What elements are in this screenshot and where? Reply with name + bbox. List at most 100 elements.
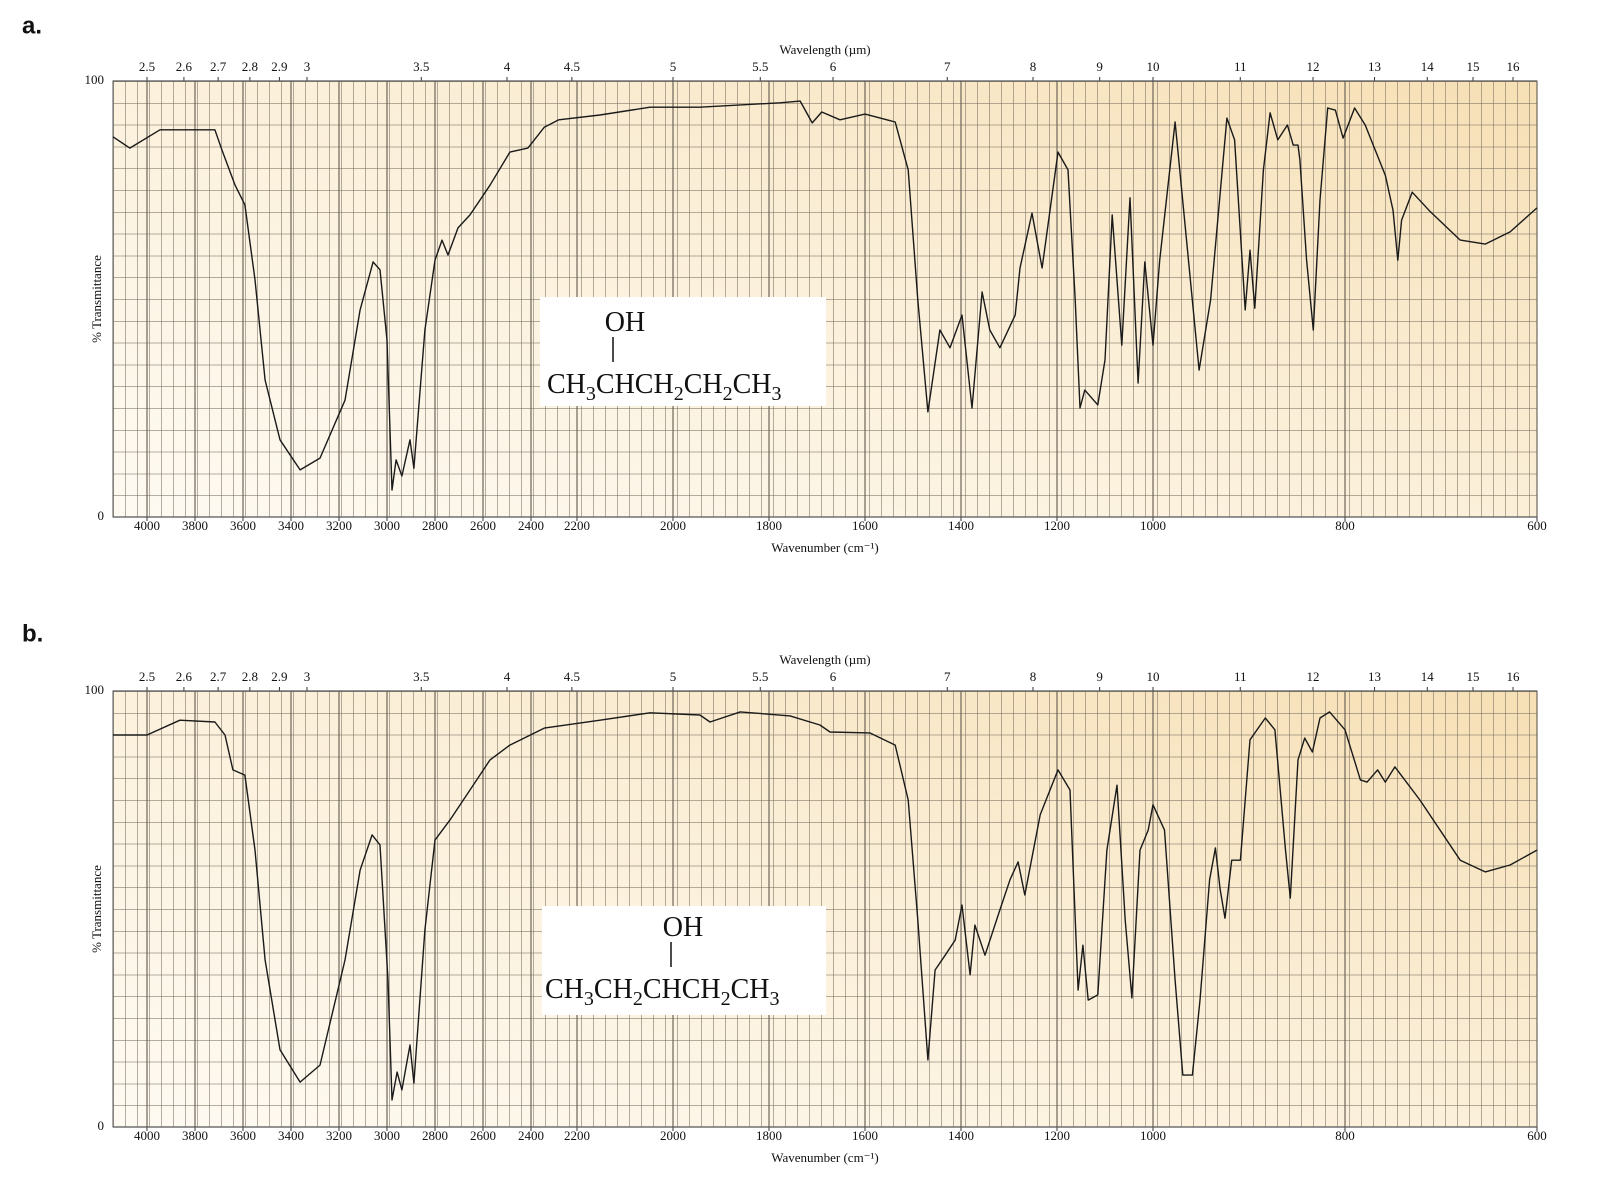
x-tick-label: 3800 bbox=[182, 1128, 208, 1143]
x-tick-label: 2400 bbox=[518, 1128, 544, 1143]
x2-tick-label: 3.5 bbox=[413, 669, 429, 684]
x2-tick-label: 2.7 bbox=[210, 669, 227, 684]
x-tick-label: 1200 bbox=[1044, 1128, 1070, 1143]
x-tick-label: 3600 bbox=[230, 1128, 256, 1143]
x2-tick-label: 15 bbox=[1467, 669, 1480, 684]
y-axis-title: % Transmittance bbox=[89, 865, 104, 953]
x2-axis-title: Wavelength (µm) bbox=[779, 42, 870, 57]
x-tick-label: 1600 bbox=[852, 1128, 878, 1143]
x-tick-label: 1400 bbox=[948, 1128, 974, 1143]
x2-tick-label: 2.9 bbox=[271, 669, 287, 684]
x-tick-label: 1600 bbox=[852, 518, 878, 533]
x2-tick-label: 5.5 bbox=[752, 59, 768, 74]
panel-label: a. bbox=[22, 12, 42, 39]
x2-tick-label: 2.8 bbox=[242, 669, 258, 684]
formula-box bbox=[540, 297, 826, 406]
x2-axis-title: Wavelength (µm) bbox=[779, 652, 870, 667]
x-tick-label: 2200 bbox=[564, 1128, 590, 1143]
x2-tick-label: 2.5 bbox=[139, 59, 155, 74]
x-tick-label: 3200 bbox=[326, 518, 352, 533]
x-tick-label: 3200 bbox=[326, 1128, 352, 1143]
x2-tick-label: 14 bbox=[1421, 669, 1435, 684]
formula: CH3CH2CHCH2CH3 bbox=[545, 974, 780, 1010]
y-axis-title: % Transmittance bbox=[89, 255, 104, 343]
x2-tick-label: 13 bbox=[1368, 59, 1381, 74]
formula-subscript: 3 bbox=[584, 988, 594, 1010]
x-tick-label: 1200 bbox=[1044, 518, 1070, 533]
formula-substituent: OH bbox=[605, 307, 645, 338]
x2-tick-label: 2.9 bbox=[271, 59, 287, 74]
x2-tick-label: 11 bbox=[1234, 59, 1247, 74]
x-tick-label: 2600 bbox=[470, 1128, 496, 1143]
x2-tick-label: 2.6 bbox=[176, 669, 193, 684]
x2-tick-label: 3.5 bbox=[413, 59, 429, 74]
x2-tick-label: 2.5 bbox=[139, 669, 155, 684]
formula-subscript: 3 bbox=[770, 988, 780, 1010]
x-tick-label: 3800 bbox=[182, 518, 208, 533]
x2-tick-label: 5 bbox=[670, 669, 677, 684]
x-tick-label: 2800 bbox=[422, 1128, 448, 1143]
y-tick-label: 100 bbox=[85, 682, 105, 697]
x2-tick-label: 16 bbox=[1507, 669, 1521, 684]
x2-tick-label: 2.8 bbox=[242, 59, 258, 74]
x-tick-label: 3600 bbox=[230, 518, 256, 533]
x-tick-label: 2600 bbox=[470, 518, 496, 533]
x2-tick-label: 11 bbox=[1234, 669, 1247, 684]
x2-tick-label: 2.7 bbox=[210, 59, 227, 74]
x2-tick-label: 6 bbox=[830, 669, 837, 684]
x2-tick-label: 5.5 bbox=[752, 669, 768, 684]
x2-tick-label: 10 bbox=[1147, 59, 1160, 74]
x2-tick-label: 5 bbox=[670, 59, 677, 74]
x2-tick-label: 14 bbox=[1421, 59, 1435, 74]
x2-tick-label: 2.6 bbox=[176, 59, 193, 74]
y-tick-label: 100 bbox=[85, 72, 105, 87]
x-tick-label: 3000 bbox=[374, 518, 400, 533]
x-tick-label: 600 bbox=[1527, 518, 1547, 533]
x2-tick-label: 9 bbox=[1096, 669, 1103, 684]
x2-tick-label: 4.5 bbox=[564, 669, 580, 684]
x-tick-label: 3400 bbox=[278, 1128, 304, 1143]
x-axis-title: Wavenumber (cm⁻¹) bbox=[771, 1150, 879, 1165]
x-tick-label: 1000 bbox=[1140, 1128, 1166, 1143]
x-tick-label: 2800 bbox=[422, 518, 448, 533]
formula-text: CH bbox=[594, 974, 633, 1005]
panel-label: b. bbox=[22, 620, 43, 647]
y-tick-label: 0 bbox=[98, 1118, 105, 1133]
formula-subscript: 3 bbox=[772, 383, 782, 405]
x2-tick-label: 7 bbox=[944, 59, 951, 74]
x-tick-label: 600 bbox=[1527, 1128, 1547, 1143]
y-tick-label: 0 bbox=[98, 508, 105, 523]
x-tick-label: 2000 bbox=[660, 1128, 686, 1143]
formula-text: CHCH bbox=[596, 369, 674, 400]
spectrum-line bbox=[112, 100, 1538, 491]
formula-text: CH bbox=[547, 369, 586, 400]
formula-text: CHCH bbox=[643, 974, 721, 1005]
x2-tick-label: 9 bbox=[1096, 59, 1103, 74]
formula-subscript: 2 bbox=[633, 988, 643, 1010]
x2-tick-label: 12 bbox=[1307, 59, 1320, 74]
x-tick-label: 800 bbox=[1335, 518, 1355, 533]
x-tick-label: 1000 bbox=[1140, 518, 1166, 533]
x-tick-label: 2200 bbox=[564, 518, 590, 533]
x-tick-label: 800 bbox=[1335, 1128, 1355, 1143]
x2-tick-label: 7 bbox=[944, 669, 951, 684]
x2-tick-label: 13 bbox=[1368, 669, 1381, 684]
formula-subscript: 2 bbox=[721, 988, 731, 1010]
formula: CH3CHCH2CH2CH3 bbox=[547, 369, 782, 405]
x-tick-label: 1800 bbox=[756, 1128, 782, 1143]
x-tick-label: 2400 bbox=[518, 518, 544, 533]
x2-tick-label: 8 bbox=[1030, 669, 1037, 684]
formula-subscript: 2 bbox=[723, 383, 733, 405]
x-tick-label: 1400 bbox=[948, 518, 974, 533]
x2-tick-label: 15 bbox=[1467, 59, 1480, 74]
x2-tick-label: 4 bbox=[504, 59, 511, 74]
x2-tick-label: 6 bbox=[830, 59, 837, 74]
x2-tick-label: 4.5 bbox=[564, 59, 580, 74]
x-tick-label: 3000 bbox=[374, 1128, 400, 1143]
x2-tick-label: 10 bbox=[1147, 669, 1160, 684]
x2-tick-label: 3 bbox=[304, 669, 311, 684]
x-tick-label: 2000 bbox=[660, 518, 686, 533]
formula-text: CH bbox=[733, 369, 772, 400]
x-axis-title: Wavenumber (cm⁻¹) bbox=[771, 540, 879, 555]
